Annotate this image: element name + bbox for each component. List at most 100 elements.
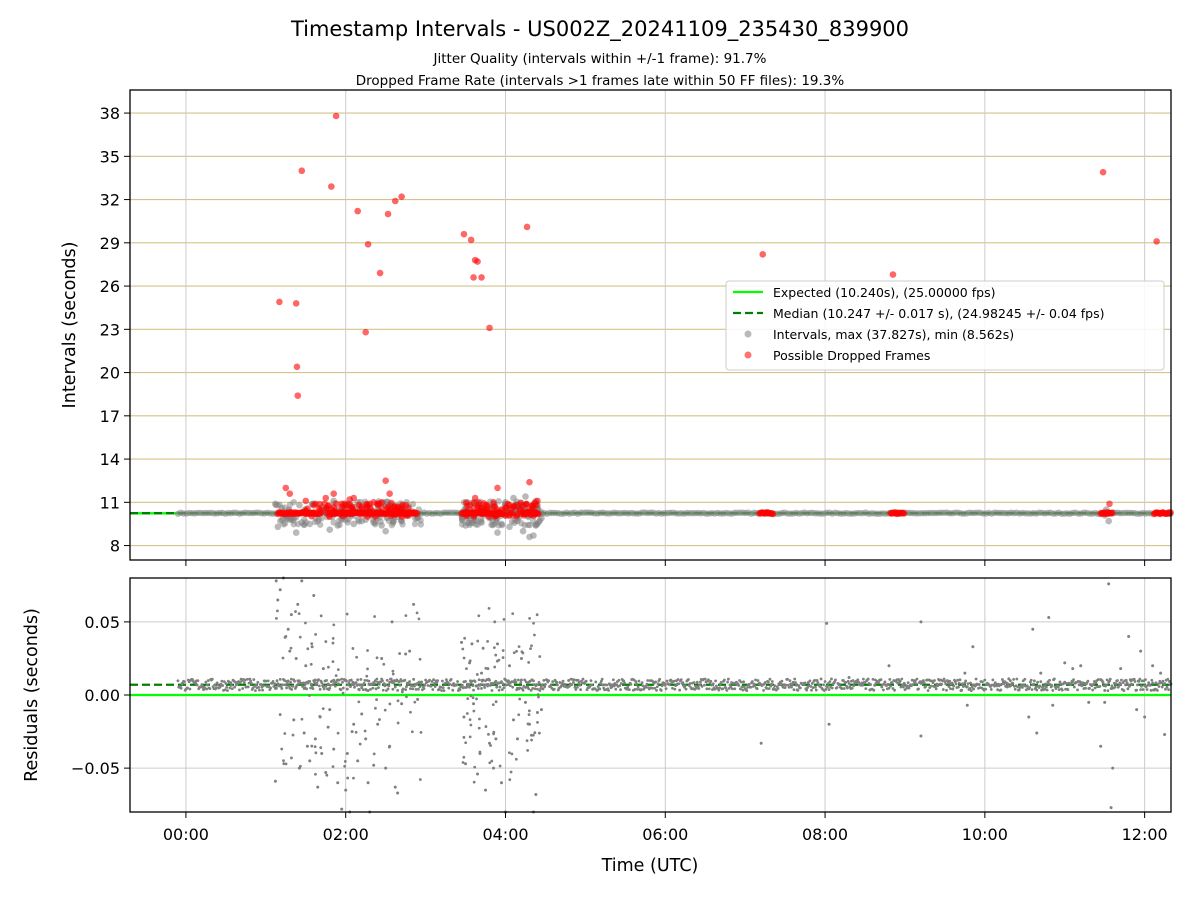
residual-point [520, 650, 524, 654]
residual-point [608, 683, 612, 687]
residual-point [883, 680, 887, 684]
residual-point [196, 679, 200, 683]
residual-point [318, 715, 322, 719]
residual-point [539, 687, 543, 690]
residual-point [535, 711, 539, 715]
residual-point [334, 674, 338, 678]
residual-point [549, 684, 553, 687]
residual-point [1042, 684, 1046, 688]
residual-point [964, 679, 968, 683]
residual-point [416, 697, 420, 701]
dropped-frame-point [326, 513, 333, 520]
residual-point [1052, 677, 1056, 681]
residual-point [754, 678, 757, 682]
residual-point [484, 725, 488, 728]
interval-point [417, 521, 425, 528]
residual-point [468, 718, 472, 722]
residual-point [345, 687, 349, 691]
residual-point [805, 688, 809, 692]
residual-point [952, 684, 956, 688]
residual-point [989, 688, 993, 691]
residual-point [388, 744, 392, 748]
residual-point [504, 683, 508, 687]
residual-point [730, 687, 734, 691]
residual-point [540, 683, 544, 687]
residual-point [1113, 685, 1117, 689]
residual-point [784, 683, 788, 687]
residual-point [375, 698, 378, 702]
residual-point [596, 685, 600, 688]
residual-point [810, 682, 814, 685]
residual-point [455, 683, 459, 687]
residual-point [448, 682, 451, 686]
residual-point [271, 679, 275, 683]
residual-point [477, 678, 481, 682]
residual-point [229, 681, 233, 684]
residual-point [473, 680, 477, 683]
residual-point [317, 684, 321, 688]
residual-point [501, 682, 505, 686]
residual-point [286, 627, 290, 631]
residual-point [905, 684, 909, 688]
residual-point [511, 685, 515, 689]
residual-point [857, 680, 861, 684]
residual-point [465, 712, 469, 715]
residual-point [313, 678, 317, 682]
residual-point [714, 679, 718, 683]
dropped-frame-point [384, 210, 392, 218]
residual-point [919, 620, 923, 624]
interval-point [519, 527, 527, 535]
residual-point [547, 679, 551, 683]
dropped-frame-point [338, 500, 346, 508]
residual-point [768, 677, 772, 681]
dropped-frame-point [386, 490, 393, 497]
residual-point [328, 708, 332, 712]
residual-point [962, 684, 966, 688]
residual-point [526, 685, 530, 689]
residual-point [1035, 731, 1039, 735]
residual-point [357, 700, 361, 704]
residual-point [941, 679, 944, 683]
residual-point [1079, 664, 1083, 668]
residual-point [314, 751, 318, 755]
residual-point [476, 684, 479, 687]
residual-point [1091, 688, 1095, 692]
residual-point [926, 689, 930, 692]
residual-point [945, 688, 948, 692]
residual-point [902, 681, 906, 685]
residual-point [437, 687, 441, 691]
residual-point [380, 656, 384, 660]
residual-point [388, 702, 392, 706]
residual-point [195, 683, 199, 687]
residual-point [449, 678, 453, 681]
residual-point [326, 725, 330, 729]
residual-point [654, 680, 658, 684]
residual-point [635, 687, 639, 691]
residual-point [1039, 671, 1043, 675]
residual-point [387, 684, 391, 688]
residual-point [749, 685, 753, 689]
residual-point [529, 688, 533, 692]
residual-point [669, 678, 673, 682]
residual-point [381, 679, 384, 683]
dropped-frame-point [523, 223, 531, 231]
residual-point [770, 682, 773, 686]
residual-point [343, 760, 347, 763]
dropped-frame-point [293, 363, 301, 371]
residual-point [810, 688, 813, 692]
residual-point [1135, 708, 1139, 712]
residual-point [391, 669, 395, 673]
residual-point [210, 677, 214, 681]
residual-point [887, 686, 891, 690]
dropped-frame-point [354, 207, 361, 215]
residual-point [533, 731, 537, 735]
residual-point [611, 678, 615, 682]
dropped-frame-point [506, 501, 513, 509]
residual-point [1114, 682, 1118, 686]
interval-point [312, 518, 319, 526]
residual-point [808, 679, 812, 683]
residual-point [519, 656, 523, 660]
residual-point [993, 684, 996, 688]
residual-point [408, 649, 412, 653]
residual-point [512, 651, 516, 655]
